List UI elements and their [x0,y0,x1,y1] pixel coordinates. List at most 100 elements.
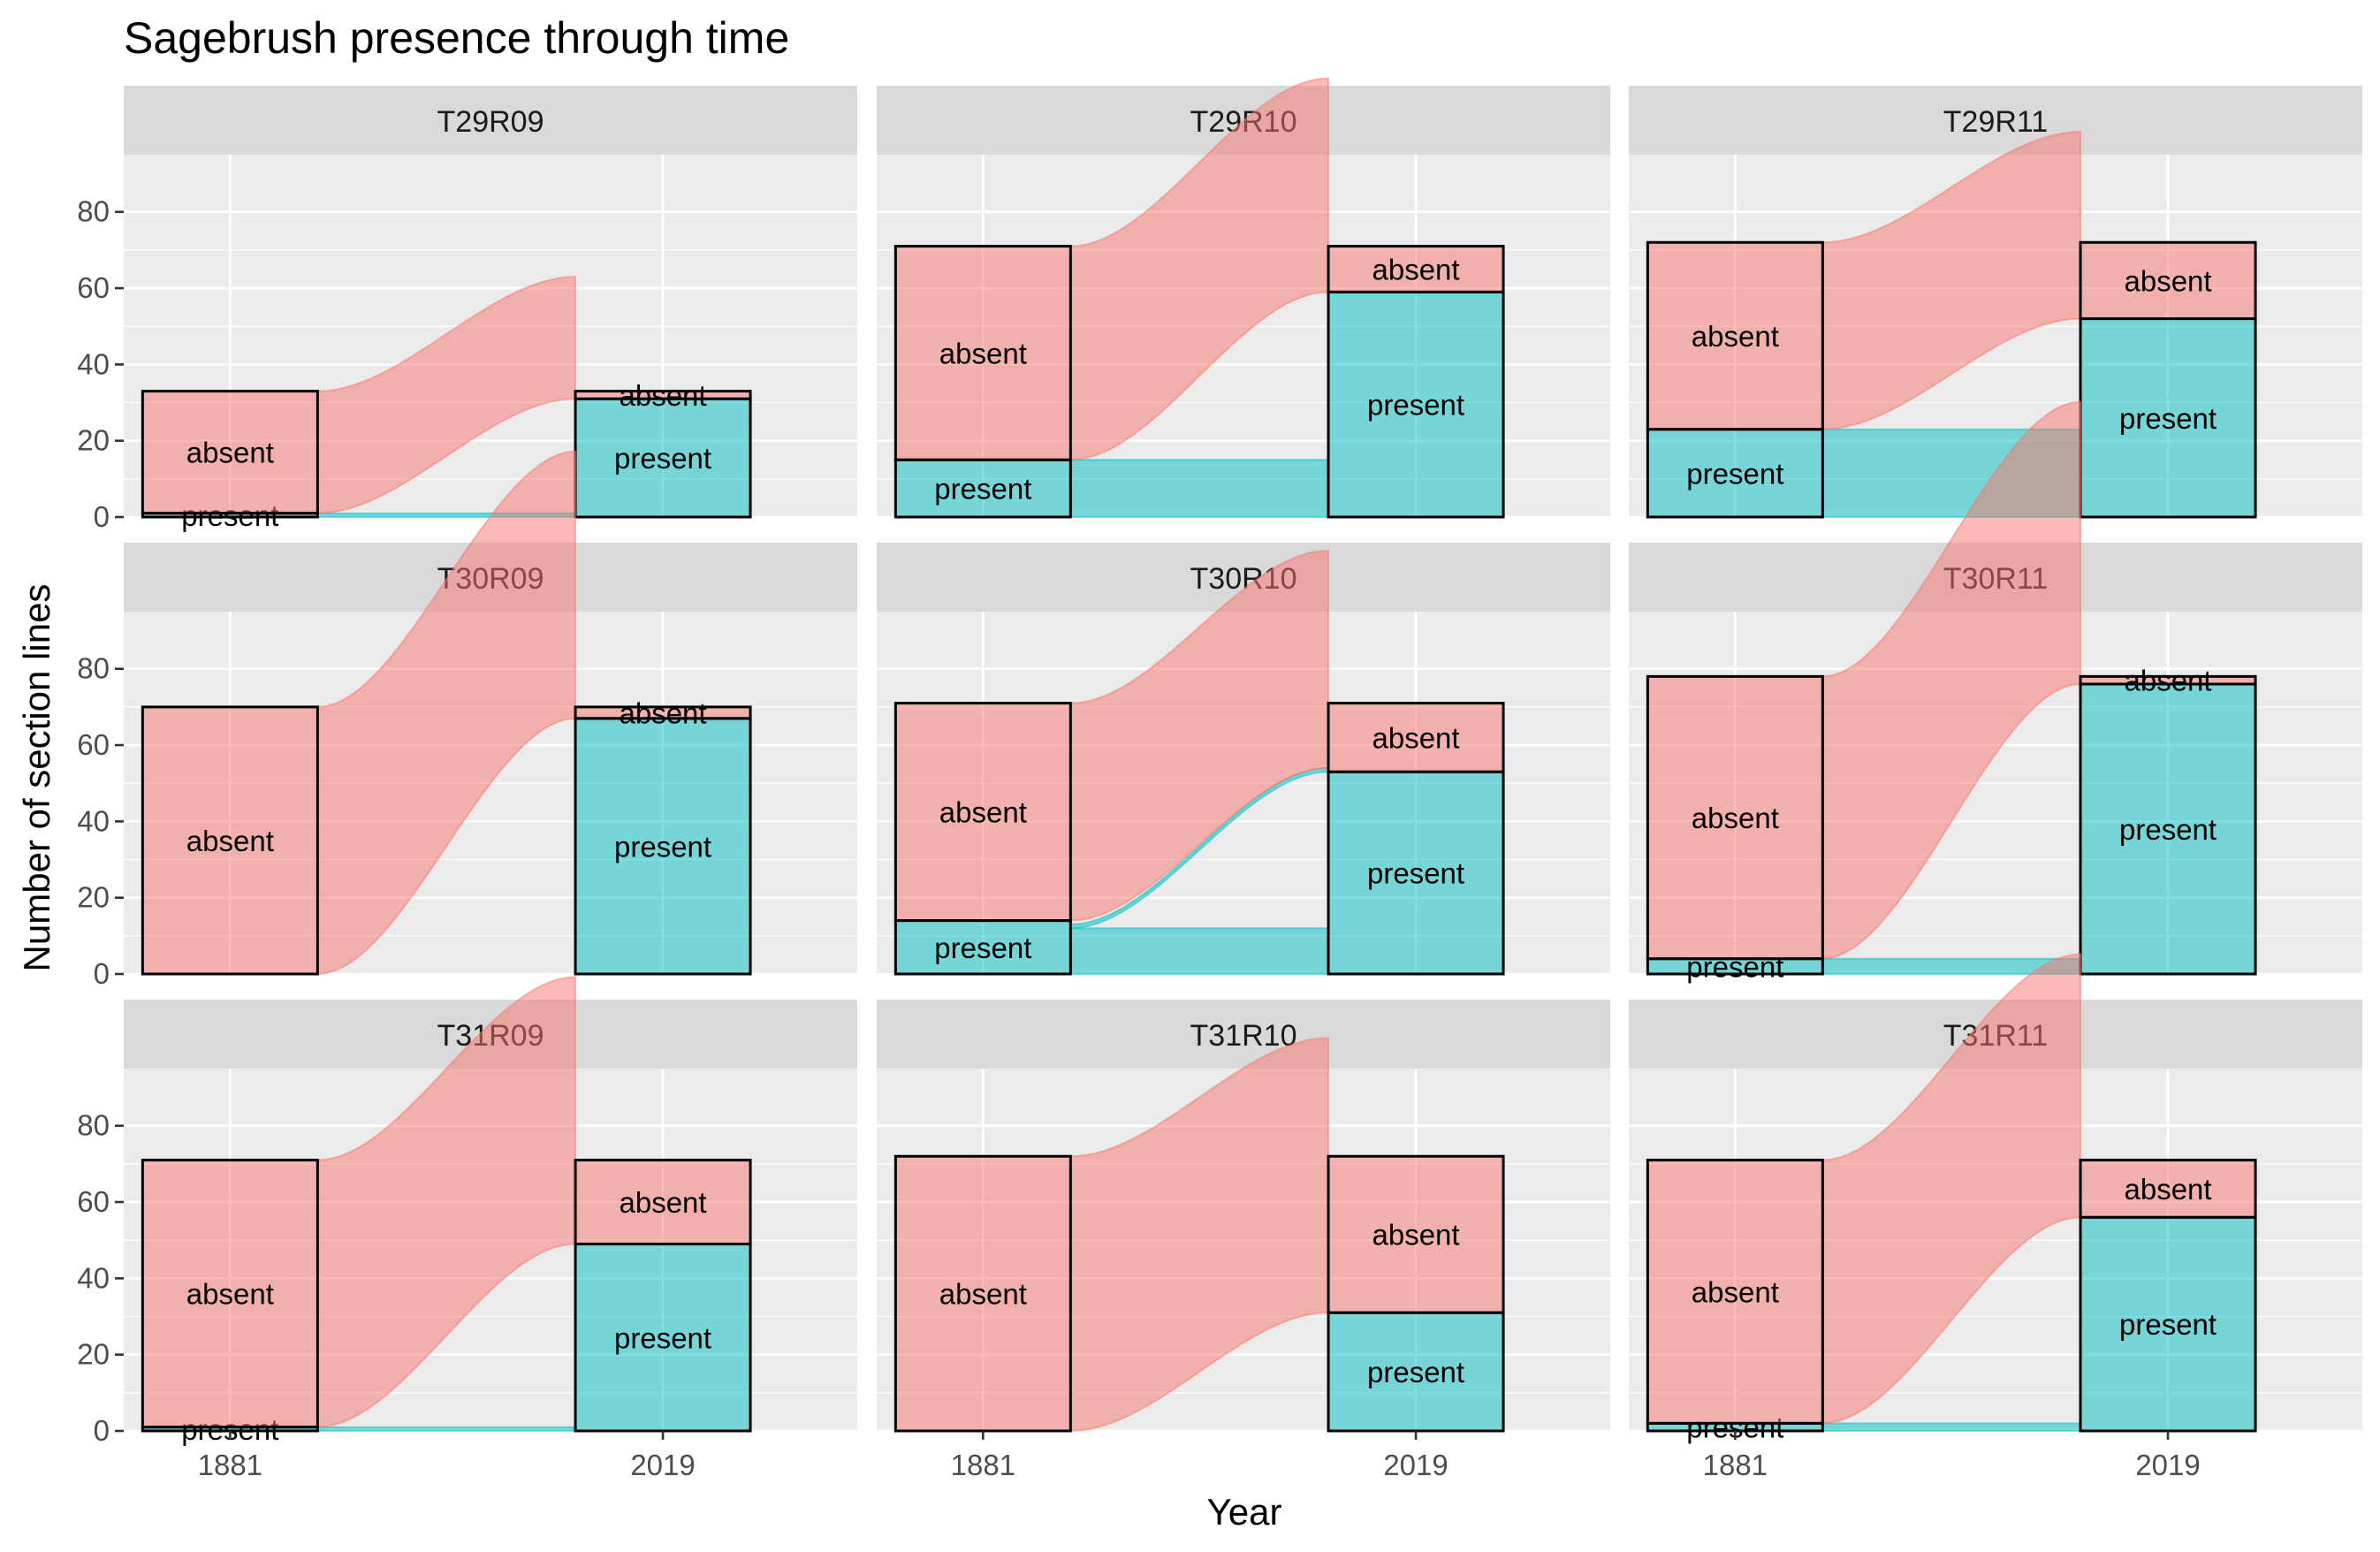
stratum-present-2019 [2079,682,2257,976]
stratum-present-2019 [574,1243,752,1433]
stratum-label: present [1686,457,1783,490]
panel-t29r11: T29R11 present absent present absent [1629,86,2362,519]
stratum-label: present [614,830,711,863]
y-tick-label: 40 [77,1261,110,1294]
stratum-label: present [934,473,1031,506]
stratum-label: present [614,442,711,475]
stratum-present-1881 [893,458,1072,519]
stratum-present-2019 [574,717,752,976]
stratum-label: absent [1372,253,1460,285]
panel-t31r09: T31R09presentabsentpresentabsent02040608… [77,976,857,1481]
flow-present-to-present [1069,927,1329,975]
stratum-absent-2019 [1327,702,1505,773]
y-axis-label: Number of section lines [16,584,57,972]
stratum-present-2019 [2079,317,2257,519]
y-tick-label: 40 [77,804,110,837]
stratum-label: absent [1692,320,1779,353]
y-tick-label: 60 [77,271,110,304]
stratum-absent-2019 [2079,240,2257,321]
stratum-label: present [614,1321,711,1354]
strip-label: T29R09 [437,105,544,139]
stratum-absent-1881 [893,245,1072,461]
panel-strip [1629,86,2362,155]
y-tick-label: 60 [77,1185,110,1218]
stratum-label: present [2119,402,2217,435]
stratum-label: present [2119,1308,2217,1341]
stratum-absent-1881 [141,1159,319,1429]
stratum-present-2019 [1327,770,1505,976]
y-tick-label: 80 [77,1109,110,1142]
y-tick-label: 60 [77,728,110,761]
x-tick-label: 1881 [1703,1449,1768,1481]
stratum-label: absent [1692,802,1779,834]
panel-t30r11: T30R11presentabsentpresentabsent [1629,400,2362,983]
stratum-present-2019 [574,397,752,519]
chart-title: Sagebrush presence through time [124,13,789,63]
stratum-absent-2019 [574,390,752,400]
stratum-absent-2019 [574,1159,752,1246]
x-tick-label: 1881 [951,1449,1015,1481]
y-tick-label: 0 [94,1414,110,1447]
stratum-label: absent [1372,721,1460,754]
stratum-label: absent [1692,1275,1779,1308]
stratum-absent-1881 [141,705,319,976]
strip-label: T29R11 [1943,105,2048,139]
stratum-label: absent [620,379,707,412]
stratum-label: present [1367,857,1464,890]
x-tick-label: 2019 [1383,1449,1448,1481]
stratum-absent-1881 [893,702,1072,923]
panel-t30r09: T30R09absentpresentabsent020406080 [77,450,857,990]
stratum-absent-2019 [574,705,752,720]
stratum-absent-1881 [893,1154,1072,1433]
stratum-absent-2019 [2079,674,2257,686]
stratum-label: absent [186,437,274,469]
stratum-label: present [934,932,1031,964]
panel-strip [877,1000,1610,1069]
stratum-label: absent [620,696,707,729]
y-tick-label: 20 [77,1338,110,1371]
flow-present-to-present [1821,1422,2082,1432]
x-tick-label: 2019 [2135,1449,2200,1481]
stratum-label: absent [2125,264,2212,297]
stratum-label: absent [1372,1219,1460,1251]
stratum-label: absent [186,825,274,857]
stratum-label: present [1367,389,1464,422]
y-tick-label: 40 [77,347,110,380]
y-tick-label: 80 [77,195,110,228]
panel-t31r10: T31R10 absent present absent 1881 2019 [877,1000,1610,1481]
y-tick-label: 80 [77,652,110,685]
stratum-absent-1881 [1646,1159,1824,1425]
stratum-label: absent [186,1278,274,1311]
stratum-label: present [1367,1356,1464,1388]
y-tick-label: 0 [94,500,110,533]
stratum-label: absent [620,1186,707,1219]
stratum-label: present [2119,813,2217,846]
stratum-absent-1881 [1646,240,1824,431]
stratum-absent-1881 [141,390,319,515]
stratum-absent-2019 [1327,245,1505,293]
y-tick-label: 20 [77,881,110,914]
stratum-label: absent [939,796,1027,829]
panel-t31r11: T31R11presentabsentpresentabsent18812019 [1629,953,2362,1481]
x-tick-label: 1881 [198,1449,262,1481]
flow-present-to-present [1069,459,1329,518]
x-axis-label: Year [1207,1491,1282,1533]
panel-t29r10: T29R10presentabsentpresentabsent [877,77,1610,519]
stratum-absent-2019 [2079,1159,2257,1219]
stratum-present-2019 [1327,1311,1505,1433]
stratum-present-1881 [1646,428,1824,519]
flow-present-to-present [316,1426,576,1432]
y-tick-label: 20 [77,424,110,457]
stratum-label: absent [2125,665,2212,697]
panel-strip [124,86,857,155]
panels: T29R09 present absent present absent 0 20 40 60 8… [77,77,2362,1481]
y-tick-label: 0 [94,957,110,990]
stratum-absent-1881 [1646,674,1824,961]
strip-label: T31R10 [1190,1019,1297,1053]
stratum-label: absent [939,1278,1027,1311]
stratum-label: absent [939,337,1027,369]
stratum-absent-2019 [1327,1154,1505,1314]
